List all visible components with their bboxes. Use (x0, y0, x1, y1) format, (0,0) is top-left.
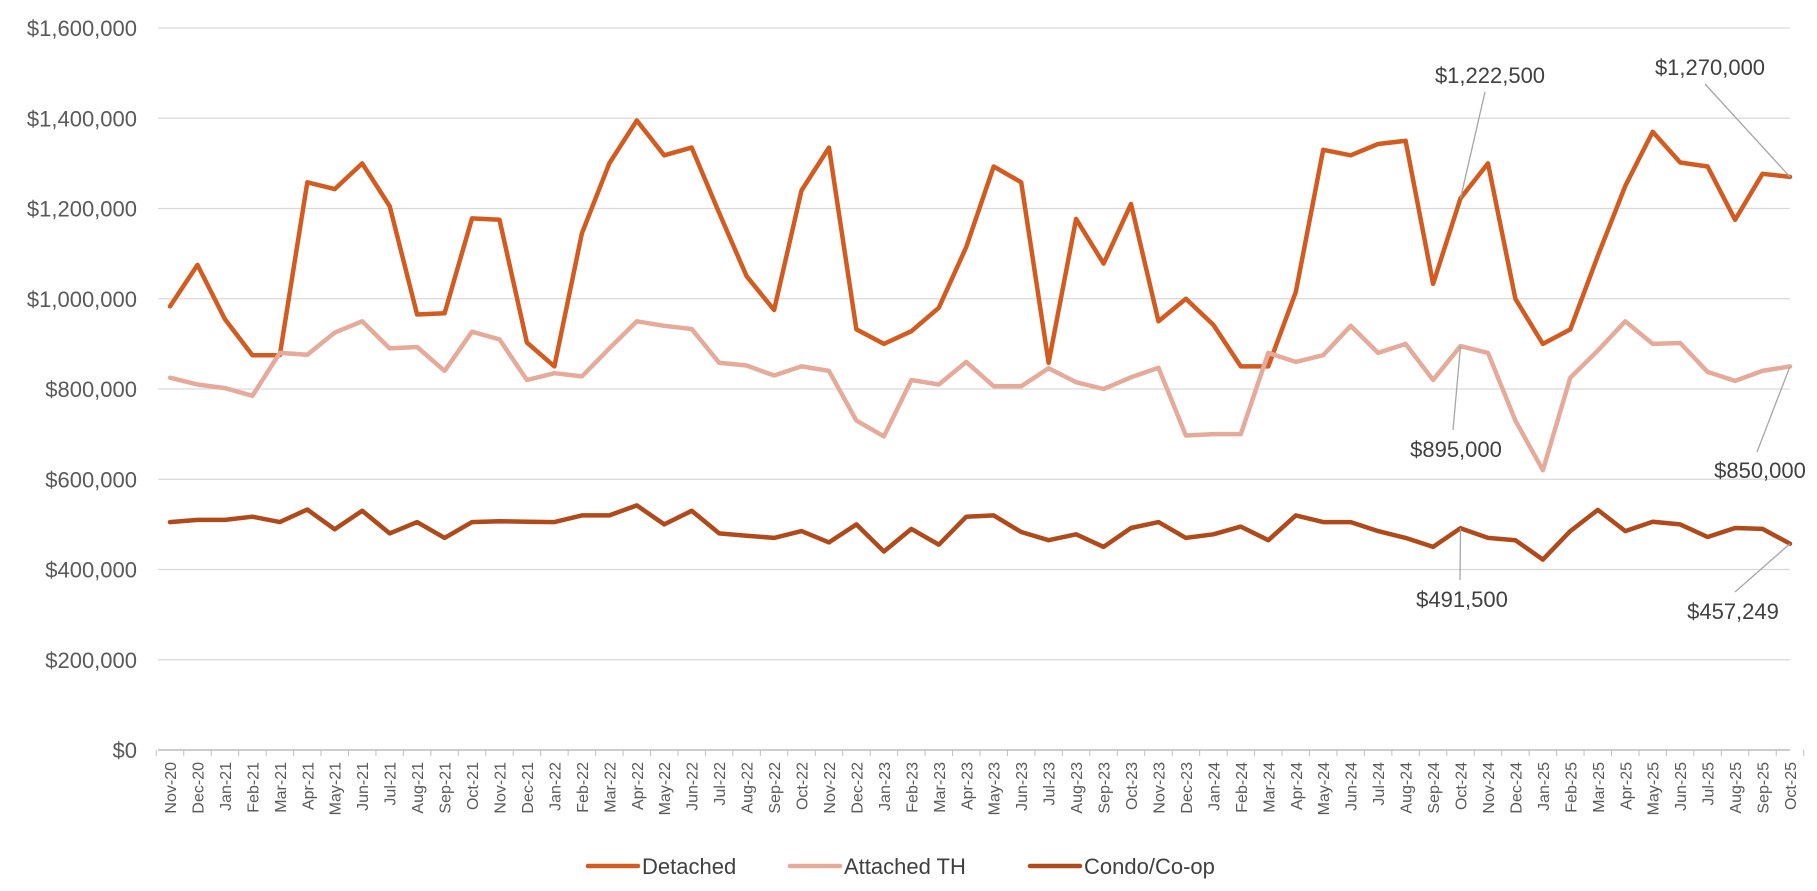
series-line-detached (167, 118, 1793, 369)
y-tick-label: $400,000 (45, 558, 137, 583)
x-tick-label: Feb-25 (1563, 762, 1580, 813)
x-tick-label: Jan-21 (218, 762, 235, 811)
x-tick-label: Mar-22 (602, 762, 619, 813)
series-line-condo-co-op (167, 503, 1793, 562)
x-tick-label: May-23 (987, 762, 1004, 815)
annotation-leader-line (1459, 528, 1462, 581)
annotation-leader-line (1459, 91, 1486, 199)
legend-label-detached: Detached (642, 854, 736, 879)
x-tick-label: Nov-23 (1151, 762, 1168, 814)
x-tick-label: Apr-25 (1618, 762, 1635, 810)
annotation-label: $895,000 (1410, 437, 1502, 462)
x-tick-label: Nov-20 (163, 762, 180, 814)
x-tick-label: Jan-22 (547, 762, 564, 811)
annotation-label: $850,000 (1714, 458, 1806, 483)
legend: Detached Attached TH Condo/Co-op (585, 854, 1215, 879)
annotation-leader-line (1756, 366, 1791, 453)
x-tick-label: Jul-25 (1701, 762, 1718, 806)
y-axis: $0 $200,000 $400,000 $600,000 $800,000 $1,000… (27, 16, 137, 763)
x-tick-label: Jul-23 (1042, 762, 1059, 806)
x-tick-label: Oct-22 (795, 762, 812, 810)
x-tick-label: Apr-22 (630, 762, 647, 810)
x-tick-label: Oct-21 (465, 762, 482, 810)
x-tick-label: Sep-25 (1756, 762, 1773, 814)
x-tick-label: Jun-21 (355, 762, 372, 811)
y-tick-label: $1,400,000 (27, 106, 137, 131)
x-tick-label: Apr-21 (300, 762, 317, 810)
x-tick-label: Mar-23 (932, 762, 949, 813)
y-tick-label: $1,200,000 (27, 197, 137, 222)
annotation-leader-line (1734, 543, 1791, 593)
series-lines (167, 118, 1793, 562)
x-tick-label: Dec-22 (849, 762, 866, 814)
x-tick-label: Apr-24 (1289, 762, 1306, 810)
x-tick-label: Mar-24 (1261, 762, 1278, 813)
x-tick-label: Nov-21 (492, 762, 509, 814)
x-tick-label: Oct-23 (1124, 762, 1141, 810)
x-tick-label: Aug-21 (410, 762, 427, 814)
x-axis: Nov-20 Dec-20 Jan-21 Feb-21 Mar-21 Apr-21 May-… (155, 749, 1805, 815)
x-tick-label: Jun-23 (1014, 762, 1031, 811)
x-tick-label: Feb-24 (1234, 762, 1251, 813)
x-tick-label: Feb-21 (245, 762, 262, 813)
data-annotations: $1,222,500 $1,270,000 $895,000 $850,000 $491… (1410, 55, 1806, 624)
annotation-label: $1,222,500 (1435, 63, 1545, 88)
x-tick-label: Apr-23 (959, 762, 976, 810)
x-tick-label: Sep-23 (1097, 762, 1114, 814)
x-tick-label: Mar-25 (1591, 762, 1608, 813)
x-tick-label: Dec-21 (520, 762, 537, 814)
gridlines (158, 27, 1790, 751)
y-tick-label: $600,000 (45, 467, 137, 492)
x-tick-label: Feb-23 (904, 762, 921, 813)
x-tick-label: Jun-25 (1673, 762, 1690, 811)
annotation-label: $491,500 (1416, 587, 1508, 612)
x-tick-label: Oct-24 (1454, 762, 1471, 810)
x-tick-label: May-21 (328, 762, 345, 815)
x-tick-label: Dec-24 (1508, 762, 1525, 814)
x-tick-label: Jul-22 (712, 762, 729, 806)
y-tick-label: $200,000 (45, 648, 137, 673)
series-line-attached-th (167, 319, 1793, 473)
x-tick-label: Jun-22 (685, 762, 702, 811)
annotation-label: $457,249 (1687, 599, 1779, 624)
y-tick-label: $0 (113, 738, 137, 763)
x-tick-label: Aug-25 (1728, 762, 1745, 814)
x-tick-label: May-24 (1316, 762, 1333, 815)
x-tick-label: Aug-23 (1069, 762, 1086, 814)
y-tick-label: $800,000 (45, 377, 137, 402)
x-tick-label: Sep-21 (438, 762, 455, 814)
x-tick-label: Aug-22 (740, 762, 757, 814)
x-tick-label: Jan-24 (1206, 762, 1223, 811)
x-tick-label: May-22 (657, 762, 674, 815)
annotation-leader-line (1704, 83, 1791, 178)
x-tick-label: Jul-24 (1371, 762, 1388, 806)
x-tick-label: Aug-24 (1399, 762, 1416, 814)
x-tick-label: Sep-24 (1426, 762, 1443, 814)
x-tick-label: Jul-21 (383, 762, 400, 806)
legend-label-attached-th: Attached TH (844, 854, 966, 879)
x-tick-label: Dec-20 (190, 762, 207, 814)
x-tick-label: Dec-23 (1179, 762, 1196, 814)
x-tick-label: Mar-21 (273, 762, 290, 813)
x-tick-label: Feb-22 (575, 762, 592, 813)
x-tick-label: May-25 (1646, 762, 1663, 815)
x-tick-label: Jan-23 (877, 762, 894, 811)
y-tick-label: $1,600,000 (27, 16, 137, 41)
annotation-leader-line (1452, 346, 1462, 431)
x-tick-label: Sep-22 (767, 762, 784, 814)
x-tick-label: Jan-25 (1536, 762, 1553, 811)
x-tick-label: Oct-25 (1783, 762, 1800, 810)
y-tick-label: $1,000,000 (27, 287, 137, 312)
annotation-label: $1,270,000 (1655, 55, 1765, 80)
legend-label-condo-co-op: Condo/Co-op (1084, 854, 1215, 879)
x-tick-label: Nov-24 (1481, 762, 1498, 814)
x-tick-label: Nov-22 (822, 762, 839, 814)
x-tick-label: Jun-24 (1344, 762, 1361, 811)
